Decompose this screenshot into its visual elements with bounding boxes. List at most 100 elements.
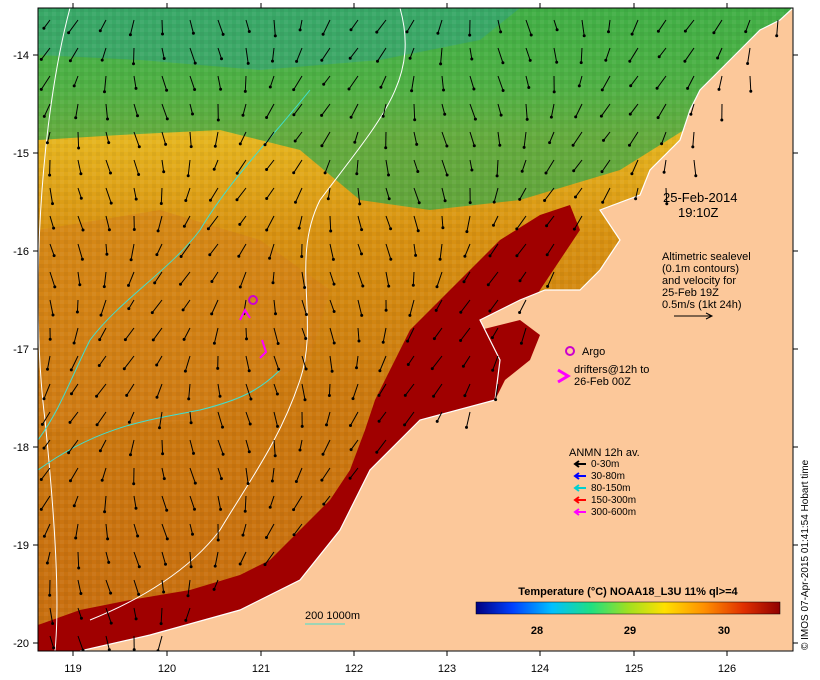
velocity-arrow — [321, 131, 331, 147]
velocity-arrow — [385, 243, 392, 260]
velocity-arrow — [213, 579, 219, 590]
velocity-arrow-head — [265, 536, 268, 539]
velocity-arrow-head — [459, 310, 463, 314]
velocity-arrow — [49, 635, 55, 649]
velocity-arrow-head — [360, 252, 363, 256]
velocity-arrow-head — [52, 226, 56, 230]
velocity-arrow — [301, 327, 307, 339]
velocity-arrow-head — [320, 144, 324, 148]
velocity-arrow — [581, 19, 585, 36]
velocity-arrow — [487, 271, 499, 286]
velocity-arrow — [133, 131, 140, 147]
velocity-arrow — [603, 131, 611, 141]
velocity-arrow-head — [348, 476, 352, 480]
argo-float — [248, 295, 258, 305]
velocity-arrow — [49, 215, 55, 229]
velocity-arrow — [580, 47, 583, 63]
velocity-arrow — [441, 187, 446, 201]
velocity-arrow — [553, 19, 558, 30]
velocity-arrow-head — [518, 197, 522, 201]
velocity-arrow-head — [629, 84, 633, 88]
velocity-arrow-head — [98, 338, 102, 342]
velocity-arrow — [440, 47, 443, 64]
y-tick-label: -15 — [13, 148, 29, 160]
velocity-arrow — [385, 271, 390, 287]
velocity-arrow-head — [468, 33, 472, 37]
velocity-arrow-head — [304, 337, 308, 340]
velocity-arrow-head — [465, 425, 468, 429]
velocity-arrow — [189, 19, 194, 34]
map-area — [38, 8, 793, 651]
velocity-arrow — [409, 299, 415, 316]
velocity-arrow — [242, 523, 247, 536]
velocity-arrow — [161, 75, 168, 91]
velocity-arrow — [183, 327, 191, 340]
velocity-arrow-head — [416, 229, 420, 233]
velocity-arrow — [105, 523, 109, 539]
velocity-arrow-head — [134, 197, 138, 201]
velocity-arrow-head — [79, 592, 83, 595]
scale-arrow-head — [705, 312, 714, 320]
velocity-arrow — [349, 467, 359, 479]
velocity-arrow-head — [220, 57, 223, 61]
velocity-arrow — [497, 19, 502, 33]
velocity-arrow — [185, 607, 191, 621]
velocity-arrow — [77, 131, 80, 149]
velocity-arrow — [631, 19, 639, 35]
velocity-arrow-head — [435, 285, 439, 289]
velocity-arrow — [385, 159, 389, 176]
velocity-arrow-head — [411, 283, 415, 287]
velocity-arrow — [266, 215, 275, 231]
map-frame — [37, 7, 794, 652]
velocity-arrow — [73, 75, 79, 87]
velocity-arrow-head — [79, 196, 83, 200]
velocity-arrow — [217, 411, 223, 428]
velocity-arrow-head — [525, 117, 529, 121]
velocity-arrow-head — [323, 171, 327, 175]
velocity-arrow-head — [381, 114, 385, 118]
velocity-arrow-head — [442, 88, 445, 92]
velocity-arrow — [749, 75, 752, 92]
velocity-arrow-head — [74, 536, 78, 540]
velocity-arrow-head — [95, 394, 99, 398]
velocity-arrow-head — [107, 141, 111, 145]
velocity-arrow-head — [298, 28, 302, 32]
y-tick-label: -17 — [13, 344, 29, 356]
velocity-arrow-head — [221, 452, 225, 456]
velocity-arrow — [105, 243, 108, 255]
velocity-arrow — [413, 159, 419, 172]
velocity-arrow — [77, 271, 81, 285]
anmn-legend-label: 80-150m — [591, 483, 630, 494]
velocity-arrow-head — [276, 424, 279, 428]
x-tick-label: 123 — [438, 663, 456, 675]
velocity-arrow-head — [349, 28, 353, 32]
velocity-arrow-head — [270, 479, 274, 483]
velocity-arrow-head — [189, 565, 193, 569]
velocity-arrow — [77, 159, 82, 174]
y-tick-label: -16 — [13, 246, 29, 258]
velocity-arrow — [105, 215, 110, 230]
velocity-arrow-head — [656, 116, 660, 120]
velocity-arrow — [104, 75, 107, 92]
velocity-arrow-head — [528, 58, 532, 62]
drifters-label: 26-Feb 00Z — [574, 376, 631, 388]
velocity-arrow-head — [443, 112, 447, 116]
velocity-arrow — [497, 103, 502, 116]
velocity-arrow — [293, 103, 303, 116]
velocity-arrow — [187, 159, 191, 176]
velocity-arrow — [436, 271, 443, 287]
velocity-arrow-head — [79, 616, 83, 620]
velocity-arrow-head — [577, 84, 581, 88]
velocity-arrow-head — [271, 281, 275, 285]
velocity-arrow — [236, 187, 247, 201]
king-sound — [480, 320, 540, 400]
velocity-arrow — [180, 271, 191, 285]
velocity-arrow-head — [389, 227, 393, 231]
y-tick-label: -14 — [13, 50, 29, 62]
velocity-arrow-head — [39, 57, 43, 61]
x-tick-label: 122 — [345, 663, 363, 675]
velocity-arrow — [469, 47, 473, 60]
velocity-arrow-head — [416, 170, 420, 173]
velocity-arrow — [684, 47, 695, 62]
velocity-arrow-head — [42, 397, 46, 401]
